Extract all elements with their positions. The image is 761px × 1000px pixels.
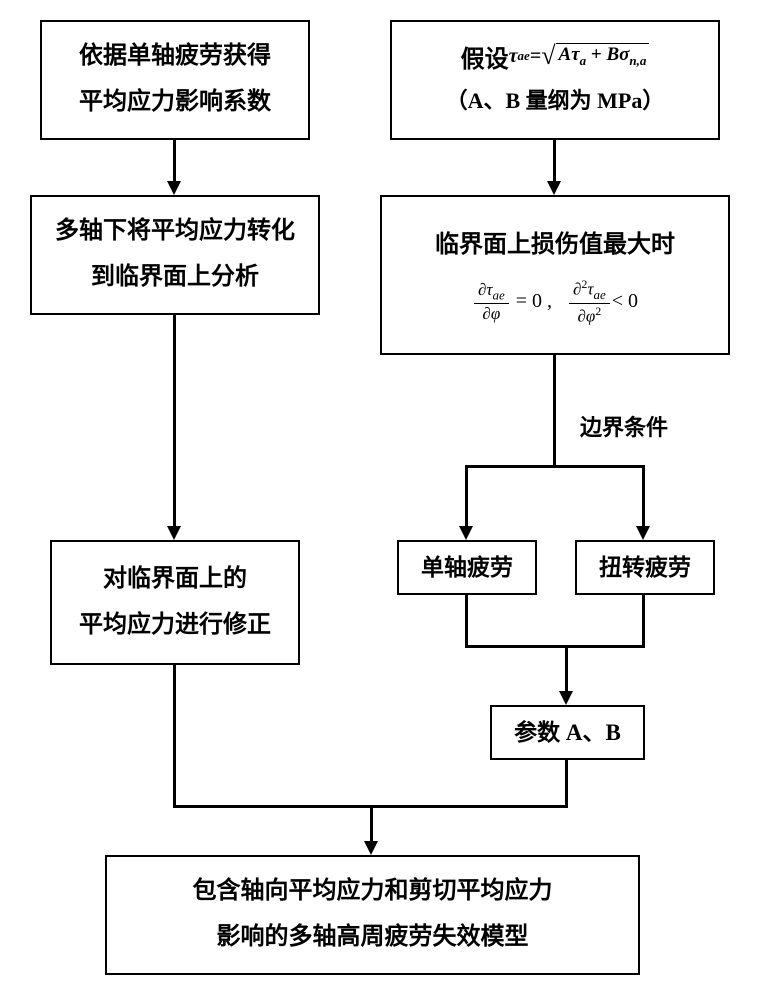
arrow-params-down bbox=[565, 760, 568, 805]
d2-den-sup: 2 bbox=[595, 304, 601, 318]
final-line2: 影响的多轴高周疲劳失效模型 bbox=[217, 915, 529, 961]
arrow-split-uniaxial-head bbox=[459, 526, 473, 540]
arrow-split-torsion-head bbox=[636, 526, 650, 540]
arrow-merge-h bbox=[465, 645, 645, 648]
box-left3: 对临界面上的 平均应力进行修正 bbox=[50, 540, 300, 665]
box-left1-line1: 依据单轴疲劳获得 bbox=[79, 34, 271, 80]
sqrt-plus: + bbox=[586, 44, 606, 65]
arrow-r2-split-v bbox=[553, 355, 556, 468]
arrow-split-h bbox=[465, 465, 645, 468]
torsion-label: 扭转疲劳 bbox=[599, 546, 691, 590]
label-boundary: 边界条件 bbox=[580, 410, 668, 442]
arrow-final-v bbox=[370, 805, 373, 843]
uniaxial-label: 单轴疲劳 bbox=[421, 546, 513, 590]
arrow-split-uniaxial bbox=[465, 465, 468, 528]
sqrt-b-sub: n,a bbox=[629, 53, 646, 68]
d1-rhs: = 0 , bbox=[511, 290, 567, 313]
formula-lhs: τ bbox=[509, 45, 518, 68]
arrow-r1-r2-head bbox=[547, 181, 561, 195]
d1-den: ∂φ bbox=[478, 304, 504, 324]
formula-lhs-sub: ae bbox=[518, 48, 530, 64]
sqrt-b: Bσ bbox=[606, 44, 629, 65]
sqrt-content: Aτa + Bσn,a bbox=[556, 43, 650, 69]
formula-eq: = bbox=[530, 45, 541, 68]
box-right2: 临界面上损伤值最大时 ∂τae ∂φ = 0 , ∂2τae ∂φ2 < 0 bbox=[380, 195, 730, 355]
box-torsion: 扭转疲劳 bbox=[575, 540, 715, 595]
arrow-l1-l2-head bbox=[167, 181, 181, 195]
d2-num-sub: ae bbox=[594, 287, 606, 302]
formula-prefix: 假设 bbox=[461, 39, 509, 74]
arrow-merge-head bbox=[559, 691, 573, 705]
box-final: 包含轴向平均应力和剪切平均应力 影响的多轴高周疲劳失效模型 bbox=[105, 855, 640, 975]
box-left1: 依据单轴疲劳获得 平均应力影响系数 bbox=[40, 20, 310, 140]
box-left1-line2: 平均应力影响系数 bbox=[79, 80, 271, 126]
arrow-l1-l2 bbox=[173, 140, 176, 183]
arrow-merge-v bbox=[565, 645, 568, 693]
arrow-final-head bbox=[364, 841, 378, 855]
d1-num: ∂τ bbox=[478, 280, 493, 299]
d1-num-sub: ae bbox=[492, 287, 504, 302]
box-left3-line2: 平均应力进行修正 bbox=[79, 603, 271, 649]
arrow-split-torsion bbox=[642, 465, 645, 528]
box-right2-line1: 临界面上损伤值最大时 bbox=[435, 223, 675, 269]
d2-rhs: < 0 bbox=[612, 290, 638, 313]
params-label: 参数 A、B bbox=[514, 711, 621, 755]
box-left3-line1: 对临界面上的 bbox=[103, 557, 247, 603]
arrow-l2-l3 bbox=[173, 315, 176, 528]
arrow-uni-down bbox=[465, 595, 468, 645]
formula-assumption: 假设 τae = √ Aτa + Bσn,a bbox=[461, 39, 650, 74]
box-params: 参数 A、B bbox=[490, 705, 645, 760]
sqrt-a: Aτ bbox=[559, 44, 580, 65]
box-left2-line1: 多轴下将平均应力转化 bbox=[55, 209, 295, 255]
arrow-l3-down bbox=[173, 665, 176, 805]
box-left2-line2: 到临界面上分析 bbox=[91, 255, 259, 301]
arrow-l2-l3-head bbox=[167, 526, 181, 540]
box-right1-line2: （A、B 量纲为 MPa） bbox=[446, 80, 665, 122]
box-right1: 假设 τae = √ Aτa + Bσn,a （A、B 量纲为 MPa） bbox=[390, 20, 720, 140]
formula-derivatives: ∂τae ∂φ = 0 , ∂2τae ∂φ2 < 0 bbox=[472, 277, 638, 327]
arrow-tor-down bbox=[642, 595, 645, 645]
sqrt-sign: √ bbox=[541, 43, 555, 69]
arrow-r1-r2 bbox=[553, 140, 556, 183]
d2-den: ∂φ bbox=[577, 307, 595, 326]
box-left2: 多轴下将平均应力转化 到临界面上分析 bbox=[30, 195, 320, 315]
final-line1: 包含轴向平均应力和剪切平均应力 bbox=[193, 869, 553, 915]
box-uniaxial: 单轴疲劳 bbox=[397, 540, 537, 595]
